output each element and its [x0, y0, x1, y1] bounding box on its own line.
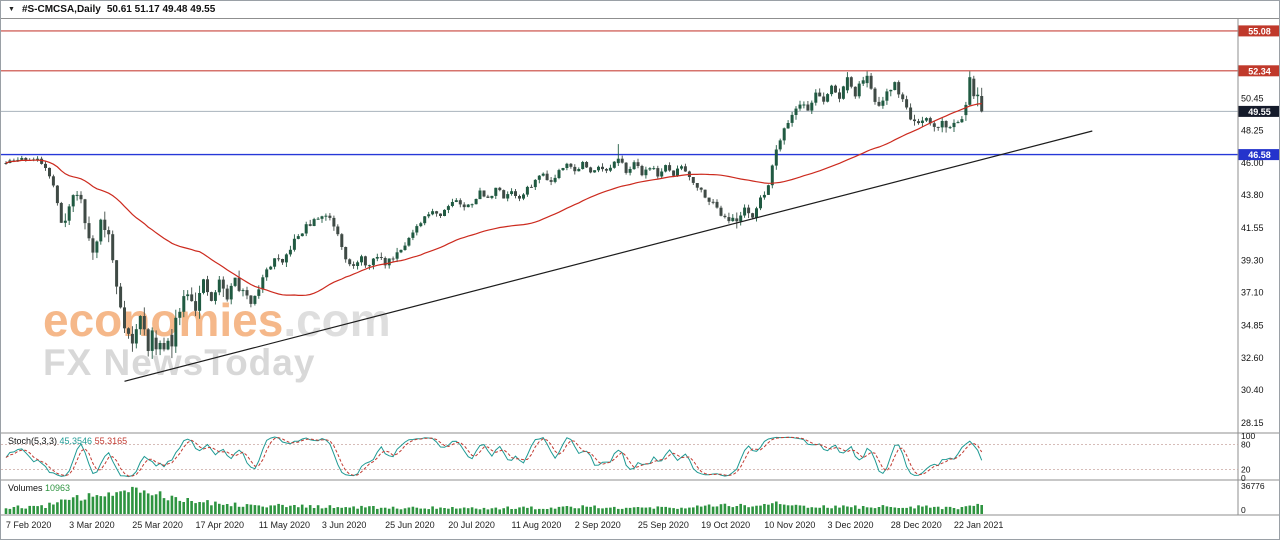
volumes-axis: 36776 0 — [1241, 481, 1265, 515]
chart-area: economies.com FX NewsToday 50.45 48.25 46.… — [1, 19, 1280, 540]
svg-text:34.85: 34.85 — [1241, 320, 1264, 330]
trendline[interactable] — [124, 130, 1093, 382]
svg-text:37.10: 37.10 — [1241, 288, 1264, 298]
svg-text:20: 20 — [1241, 465, 1251, 475]
svg-text:22 Jan 2021: 22 Jan 2021 — [954, 520, 1004, 530]
svg-text:10 Nov 2020: 10 Nov 2020 — [764, 520, 815, 530]
svg-text:100: 100 — [1241, 431, 1255, 441]
price-chart-canvas[interactable]: 50.45 48.25 46.00 43.80 41.55 39.30 37.10 34.85… — [1, 19, 1280, 540]
svg-text:39.30: 39.30 — [1241, 256, 1264, 266]
stoch-signal-line — [5, 436, 983, 477]
svg-text:25 Jun 2020: 25 Jun 2020 — [385, 520, 435, 530]
svg-text:11 Aug 2020: 11 Aug 2020 — [512, 520, 562, 530]
svg-text:20 Jul 2020: 20 Jul 2020 — [448, 520, 495, 530]
svg-text:25 Mar 2020: 25 Mar 2020 — [132, 520, 183, 530]
candles — [4, 71, 984, 359]
svg-text:46.00: 46.00 — [1241, 158, 1264, 168]
svg-text:3 Dec 2020: 3 Dec 2020 — [828, 520, 874, 530]
svg-text:3 Mar 2020: 3 Mar 2020 — [69, 520, 115, 530]
svg-text:32.60: 32.60 — [1241, 353, 1264, 363]
svg-text:80: 80 — [1241, 439, 1251, 449]
svg-text:3 Jun 2020: 3 Jun 2020 — [322, 520, 367, 530]
stoch-main-line — [5, 436, 983, 478]
svg-text:41.55: 41.55 — [1241, 223, 1264, 233]
svg-text:48.25: 48.25 — [1241, 125, 1264, 135]
price-axis: 50.45 48.25 46.00 43.80 41.55 39.30 37.10 34.85… — [1241, 93, 1264, 428]
svg-text:36776: 36776 — [1241, 481, 1265, 491]
svg-text:46.58: 46.58 — [1248, 150, 1271, 160]
moving-average-line[interactable] — [5, 103, 982, 296]
svg-text:28.15: 28.15 — [1241, 418, 1264, 428]
svg-text:19 Oct 2020: 19 Oct 2020 — [701, 520, 750, 530]
svg-text:7 Feb 2020: 7 Feb 2020 — [6, 520, 52, 530]
date-axis: 7 Feb 2020 3 Mar 2020 25 Mar 2020 17 Apr 20… — [6, 520, 1004, 530]
chart-titlebar: ▼ #S-CMCSA,Daily 50.61 51.17 49.48 49.55 — [1, 1, 1279, 19]
svg-text:55.08: 55.08 — [1248, 26, 1271, 36]
volumes-label: Volumes 10963 — [8, 483, 70, 493]
horizontal-price-lines[interactable] — [1, 30, 1238, 156]
svg-text:25 Sep 2020: 25 Sep 2020 — [638, 520, 689, 530]
svg-text:49.55: 49.55 — [1248, 107, 1271, 117]
ohlc-values: 50.61 51.17 49.48 49.55 — [106, 4, 216, 15]
svg-text:0: 0 — [1241, 505, 1246, 515]
svg-text:43.80: 43.80 — [1241, 190, 1264, 200]
stoch-label: Stoch(5,3,3) 45.3546 55.3165 — [8, 436, 127, 446]
svg-text:2 Sep 2020: 2 Sep 2020 — [575, 520, 621, 530]
svg-text:28 Dec 2020: 28 Dec 2020 — [891, 520, 942, 530]
symbol-title: #S-CMCSA,Daily — [21, 4, 101, 15]
svg-text:50.45: 50.45 — [1241, 93, 1264, 103]
price-tags: 55.08 52.34 49.55 46.58 — [1238, 25, 1279, 161]
svg-text:0: 0 — [1241, 473, 1246, 483]
symbol-dropdown-icon[interactable]: ▼ — [8, 6, 15, 13]
svg-text:17 Apr 2020: 17 Apr 2020 — [196, 520, 245, 530]
svg-text:30.40: 30.40 — [1241, 385, 1264, 395]
svg-text:11 May 2020: 11 May 2020 — [259, 520, 310, 530]
svg-text:52.34: 52.34 — [1248, 66, 1271, 76]
volumes-panel: Volumes 10963 36776 0 — [4, 481, 1265, 515]
panel-separators — [1, 19, 1279, 516]
